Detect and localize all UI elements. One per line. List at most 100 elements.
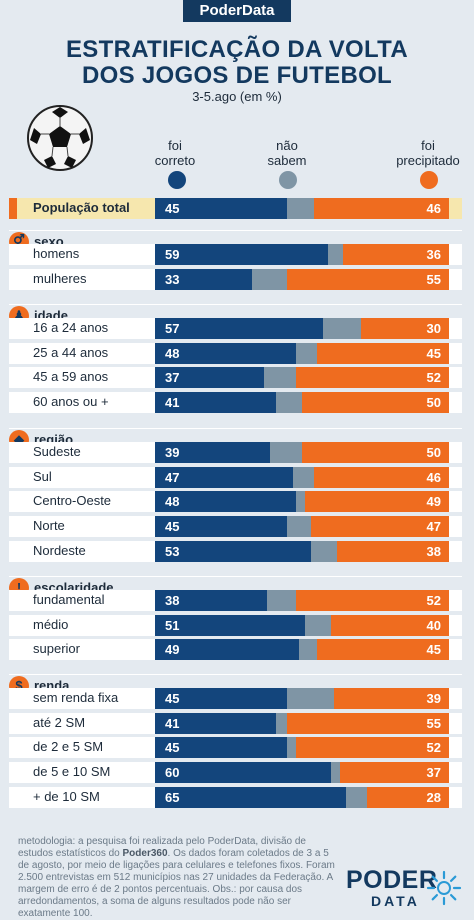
legend-hasty-swatch: [420, 171, 438, 189]
row-label: População total: [33, 200, 130, 215]
value-correct: 45: [165, 740, 180, 755]
bar-unknown: [287, 198, 314, 219]
bar-unknown: [296, 343, 317, 364]
bar-hasty: [337, 541, 449, 562]
highlight-marker: [9, 198, 17, 219]
value-correct: 48: [165, 494, 180, 509]
logo-burst-icon: [426, 870, 462, 906]
section-divider: [9, 230, 462, 231]
row-label: de 2 e 5 SM: [33, 739, 104, 754]
value-hasty: 28: [426, 790, 441, 805]
title-line-2: DOS JOGOS DE FUTEBOL: [81, 62, 393, 89]
legend-unknown-swatch: [279, 171, 297, 189]
bar-hasty: [296, 367, 449, 388]
bar-correct: [155, 343, 297, 364]
bar-hasty: [334, 688, 449, 709]
value-hasty: 49: [426, 494, 441, 509]
section-divider: [9, 428, 462, 429]
bar-unknown: [328, 244, 344, 265]
value-hasty: 45: [426, 346, 441, 361]
row-label: médio: [33, 617, 69, 632]
row-label: fundamental: [33, 592, 105, 607]
methodology-footnote: metodologia: a pesquisa foi realizada pe…: [18, 836, 335, 919]
bar-unknown: [252, 269, 288, 290]
row-label: 45 a 59 anos: [33, 369, 109, 384]
bar-unknown: [269, 442, 302, 463]
bar-correct: [155, 244, 329, 265]
bar-unknown: [287, 688, 335, 709]
row-label: sem renda fixa: [33, 690, 119, 705]
bar-unknown: [304, 615, 332, 636]
value-correct: 38: [165, 593, 180, 608]
bar-hasty: [366, 787, 449, 808]
bar-correct: [155, 590, 267, 611]
bar-correct: [155, 737, 288, 758]
section-divider: [9, 674, 462, 675]
bar-correct: [155, 615, 305, 636]
bar-correct: [155, 467, 294, 488]
value-correct: 65: [165, 790, 180, 805]
bar-hasty: [360, 318, 449, 339]
row-label: 25 a 44 anos: [33, 345, 109, 360]
row-label: 60 anos ou +: [33, 394, 109, 409]
section-divider: [9, 304, 462, 305]
brand-tab: PoderData: [183, 0, 291, 22]
value-hasty: 50: [426, 445, 441, 460]
value-hasty: 52: [426, 740, 441, 755]
bar-unknown: [266, 590, 297, 611]
value-correct: 39: [165, 445, 180, 460]
row-label: Sul: [33, 469, 52, 484]
bar-correct: [155, 541, 311, 562]
bar-hasty: [313, 467, 449, 488]
value-correct: 53: [165, 544, 180, 559]
value-correct: 41: [165, 395, 180, 410]
bar-unknown: [287, 516, 311, 537]
bar-unknown: [299, 639, 317, 660]
row-label: Norte: [33, 518, 65, 533]
value-correct: 48: [165, 346, 180, 361]
bar-unknown: [346, 787, 367, 808]
bar-correct: [155, 713, 276, 734]
value-hasty: 46: [426, 201, 441, 216]
title-line-1: ESTRATIFICAÇÃO DA VOLTA: [66, 36, 408, 63]
legend-correct-label: foi correto: [154, 138, 196, 168]
subtitle: 3-5.ago (em %): [192, 89, 282, 104]
bar-hasty: [302, 442, 449, 463]
value-hasty: 50: [426, 395, 441, 410]
value-hasty: 52: [426, 593, 441, 608]
bar-correct: [155, 787, 347, 808]
value-hasty: 47: [426, 519, 441, 534]
row-label: Centro-Oeste: [33, 493, 112, 508]
soccer-ball-icon: [27, 105, 93, 171]
bar-correct: [155, 392, 276, 413]
bar-correct: [155, 516, 288, 537]
value-hasty: 55: [426, 716, 441, 731]
value-correct: 45: [165, 201, 180, 216]
value-correct: 57: [165, 321, 180, 336]
bar-unknown: [275, 392, 302, 413]
value-hasty: 45: [426, 642, 441, 657]
value-correct: 37: [165, 370, 180, 385]
value-hasty: 36: [426, 247, 441, 262]
value-correct: 49: [165, 642, 180, 657]
bar-correct: [155, 367, 264, 388]
bar-hasty: [302, 392, 449, 413]
row-label: Nordeste: [33, 543, 86, 558]
value-correct: 47: [165, 470, 180, 485]
bar-unknown: [293, 467, 314, 488]
value-hasty: 55: [426, 272, 441, 287]
value-correct: 41: [165, 716, 180, 731]
bar-hasty: [287, 713, 449, 734]
value-hasty: 38: [426, 544, 441, 559]
bar-correct: [155, 269, 253, 290]
value-hasty: 30: [426, 321, 441, 336]
bar-unknown: [287, 737, 297, 758]
bar-hasty: [316, 639, 449, 660]
value-correct: 59: [165, 247, 180, 262]
value-correct: 45: [165, 519, 180, 534]
value-correct: 45: [165, 691, 180, 706]
bar-hasty: [340, 762, 449, 783]
section-divider: [9, 576, 462, 577]
value-hasty: 37: [426, 765, 441, 780]
